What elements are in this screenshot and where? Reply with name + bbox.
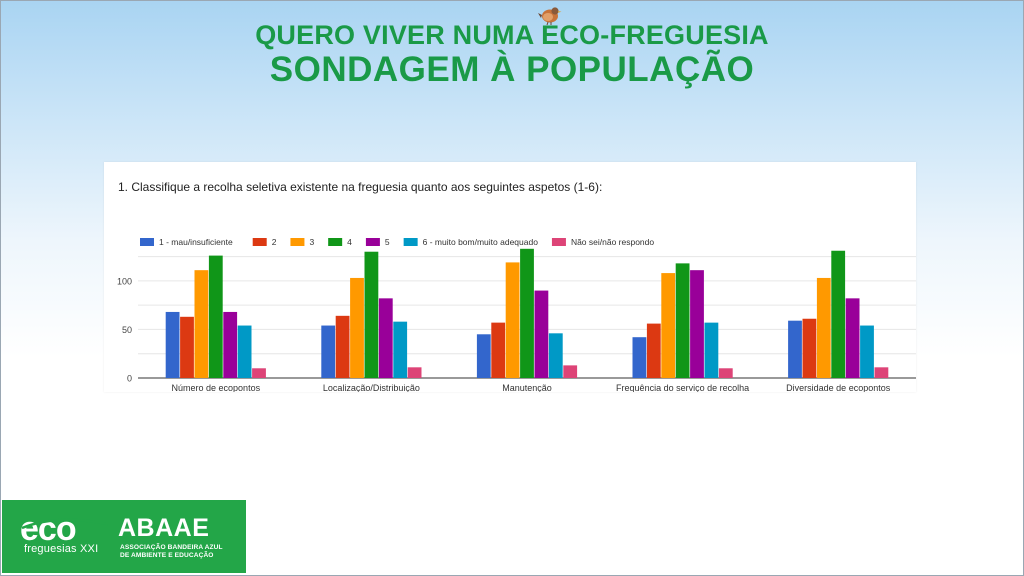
bar <box>476 334 491 378</box>
logo-footer: eco freguesias XXI ABAAE ASSOCIAÇÃO BAND… <box>2 500 246 573</box>
bird-icon <box>538 7 562 26</box>
bar <box>675 263 690 378</box>
legend-swatch <box>403 238 418 246</box>
bar <box>350 277 364 378</box>
x-tick-label: Frequência do serviço de recolha <box>616 383 749 392</box>
bar <box>208 255 223 378</box>
bar <box>505 262 520 378</box>
legend-swatch <box>365 238 380 246</box>
abaae-subtitle-line2: DE AMBIENTE E EDUCAÇÃO <box>120 552 214 559</box>
abaae-subtitle: ASSOCIAÇÃO BANDEIRA AZUL DE AMBIENTE E E… <box>120 544 223 560</box>
y-tick-label: 100 <box>117 276 132 286</box>
bar <box>165 311 180 378</box>
legend-swatch <box>290 238 305 246</box>
bar <box>378 298 393 378</box>
bar <box>548 333 563 378</box>
bar <box>704 322 719 378</box>
legend-label: 4 <box>347 237 352 247</box>
bar <box>860 325 874 378</box>
eco-logo: eco <box>20 510 109 548</box>
legend-label: 3 <box>309 237 314 247</box>
x-tick-label: Manutenção <box>502 383 552 392</box>
legend-swatch <box>551 238 566 246</box>
bar-chart: 0 50 100 Número de ecopontos Localização/Dis… <box>117 237 916 392</box>
bar <box>690 270 704 378</box>
bar <box>646 323 661 378</box>
page-title: QUERO VIVER NUMA ECO-FREGUESIA <box>255 20 769 50</box>
bar <box>534 290 549 378</box>
legend-label: 6 - muito bom/muito adequado <box>423 237 539 247</box>
legend-label: 2 <box>272 237 277 247</box>
bar <box>335 315 350 378</box>
x-tick-label: Número de ecopontos <box>172 383 261 392</box>
legend-label: 5 <box>385 237 390 247</box>
question-text: 1. Classifique a recolha seletiva existe… <box>118 180 603 194</box>
bar <box>237 325 252 378</box>
leaf-swoosh-icon <box>21 518 109 530</box>
eco-wordmark: eco <box>20 510 76 548</box>
x-tick-label: Diversidade de ecopontos <box>786 383 891 392</box>
x-tick-label: Localização/Distribuição <box>323 383 420 392</box>
bar <box>718 368 733 378</box>
page-subtitle: SONDAGEM À POPULAÇÃO <box>269 50 755 89</box>
legend-label: 1 - mau/insuficiente <box>159 237 233 247</box>
bar <box>661 273 676 378</box>
bar <box>223 311 238 378</box>
eco-subtitle: freguesias XXI <box>24 543 99 555</box>
legend-swatch <box>140 238 154 246</box>
bar <box>831 250 846 378</box>
chart-card: 1. Classifique a recolha seletiva existe… <box>104 162 916 392</box>
bar <box>407 367 422 378</box>
y-tick-label: 0 <box>127 374 132 384</box>
bar <box>632 337 647 378</box>
bar <box>321 325 336 378</box>
bar <box>874 367 889 378</box>
bar <box>180 316 194 378</box>
bar <box>252 368 266 378</box>
bar <box>563 365 578 378</box>
bar <box>520 248 534 378</box>
legend-label: Não sei/não respondo <box>571 237 654 247</box>
legend-swatch <box>252 238 267 246</box>
bar <box>802 318 817 378</box>
bar <box>788 320 802 378</box>
bar <box>845 298 860 378</box>
bar <box>491 322 506 378</box>
y-tick-label: 50 <box>122 325 132 335</box>
abaae-subtitle-line1: ASSOCIAÇÃO BANDEIRA AZUL <box>120 544 223 551</box>
legend-swatch <box>328 238 343 246</box>
bar <box>364 251 379 378</box>
bar <box>816 277 831 378</box>
bar <box>194 270 209 378</box>
bar <box>393 321 408 378</box>
abaae-logo-text: ABAAE <box>118 514 210 542</box>
